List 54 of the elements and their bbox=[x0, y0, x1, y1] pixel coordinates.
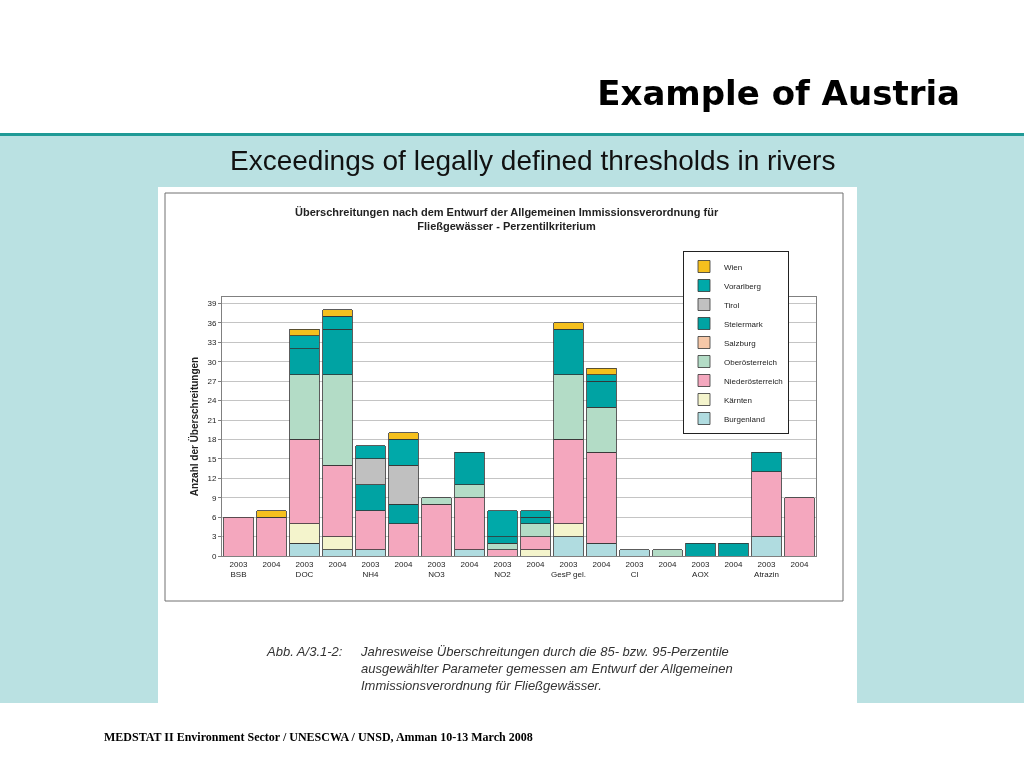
y-tick-label: 6 bbox=[211, 512, 217, 522]
bar bbox=[718, 542, 749, 556]
chart-title: Example of Austria bbox=[597, 72, 960, 113]
bar bbox=[784, 497, 815, 556]
y-tick-label: 12 bbox=[207, 474, 217, 484]
bar bbox=[223, 516, 254, 556]
legend-label: Tirol bbox=[724, 300, 740, 310]
y-axis-title: Anzahl der Überschreitungen bbox=[188, 356, 201, 497]
text: Jahresweise Überschreitungen durch die 85- bzw. 95-Perzentile ausgewählter Parameter gemessen am Entwurf der Allgemeinen Immissionsverordnung für Fließgewässer. bbox=[360, 644, 733, 693]
legend-label: Oberösterreich bbox=[724, 357, 777, 367]
bar bbox=[652, 549, 683, 556]
y-tick-label: 39 bbox=[207, 299, 217, 309]
x-tick-label: 2004 bbox=[394, 559, 413, 569]
chart-subtitle: Exceedings of legally defined thresholds in rivers bbox=[230, 145, 836, 176]
x-tick-label: 2003 BSB bbox=[229, 559, 248, 579]
y-tick-label: 3 bbox=[211, 532, 217, 542]
x-tick-label: 2003 NO3 bbox=[427, 559, 446, 579]
text: MEDSTAT II Environment Sector / UNESCWA / UNSD, Amman 10-13 March 2008 bbox=[104, 730, 533, 744]
y-tick-label: 0 bbox=[211, 551, 217, 561]
y-tick-label: 33 bbox=[207, 338, 217, 348]
text: Abb. A/3.1-2: bbox=[266, 644, 343, 659]
y-tick-label: 30 bbox=[207, 357, 217, 367]
x-tick-label: 2003 DOC bbox=[295, 559, 314, 579]
y-tick-label: 27 bbox=[207, 376, 217, 386]
legend-label: Wien bbox=[724, 262, 743, 272]
y-tick-label: 36 bbox=[207, 318, 217, 328]
x-tick-label: 2003 Atrazin bbox=[754, 559, 779, 579]
legend-label: Kärnten bbox=[724, 395, 753, 405]
x-tick-label: 2003 GesP gel. bbox=[551, 559, 586, 579]
x-tick-label: 2004 bbox=[658, 559, 677, 569]
x-tick-label: 2003 NH4 bbox=[361, 559, 380, 579]
legend-label: Vorarlberg bbox=[724, 281, 761, 291]
legend-label: Burgenland bbox=[724, 414, 765, 424]
y-tick-label: 24 bbox=[207, 396, 217, 406]
x-tick-label: 2004 bbox=[262, 559, 281, 569]
bar bbox=[685, 542, 716, 556]
legend-label: Niederösterreich bbox=[724, 376, 783, 386]
y-tick-label: 21 bbox=[207, 415, 217, 425]
bar bbox=[619, 549, 650, 556]
legend-label: Steiermark bbox=[724, 319, 764, 329]
y-tick-label: 18 bbox=[207, 435, 217, 445]
x-tick-label: 2003 NO2 bbox=[493, 559, 512, 579]
y-tick-label: 15 bbox=[207, 454, 217, 464]
legend-label: Salzburg bbox=[724, 338, 756, 348]
x-tick-label: 2004 bbox=[790, 559, 809, 569]
y-tick-label: 9 bbox=[211, 493, 217, 503]
x-tick-label: 2004 bbox=[328, 559, 347, 569]
x-tick-label: 2003 AOX bbox=[691, 559, 710, 579]
x-tick-label: 2004 bbox=[526, 559, 545, 569]
x-tick-label: 2003 Cl bbox=[625, 559, 644, 579]
text: Überschreitungen nach dem Entwurf der Allgemeinen Immissionsverordnung für Fließgewässer - Perzentilkriterium bbox=[295, 206, 719, 233]
x-tick-label: 2004 bbox=[460, 559, 479, 569]
x-tick-label: 2004 bbox=[592, 559, 611, 569]
x-tick-label: 2004 bbox=[724, 559, 743, 569]
